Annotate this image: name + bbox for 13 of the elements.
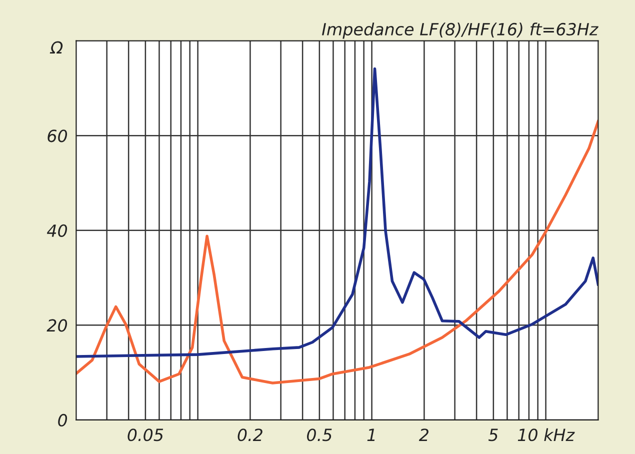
y-tick-label: 0 — [58, 414, 68, 427]
x-tick-label: 5 — [488, 428, 498, 442]
y-axis-title: Ω — [50, 41, 63, 54]
x-tick-label: 0.05 — [128, 428, 164, 442]
chart-title: Impedance LF(8)/HF(16) ft=63Hz — [322, 22, 598, 39]
x-tick-label: 0.5 — [307, 428, 332, 442]
x-tick-label: 10 kHz — [518, 428, 575, 442]
y-tick-label: 40 — [46, 224, 68, 237]
x-tick-label: 1 — [367, 428, 375, 441]
y-tick-label: 20 — [46, 319, 68, 332]
y-tick-label: 60 — [48, 130, 68, 142]
x-tick-label: 2 — [418, 428, 428, 441]
x-tick-label: 0.2 — [238, 428, 262, 442]
